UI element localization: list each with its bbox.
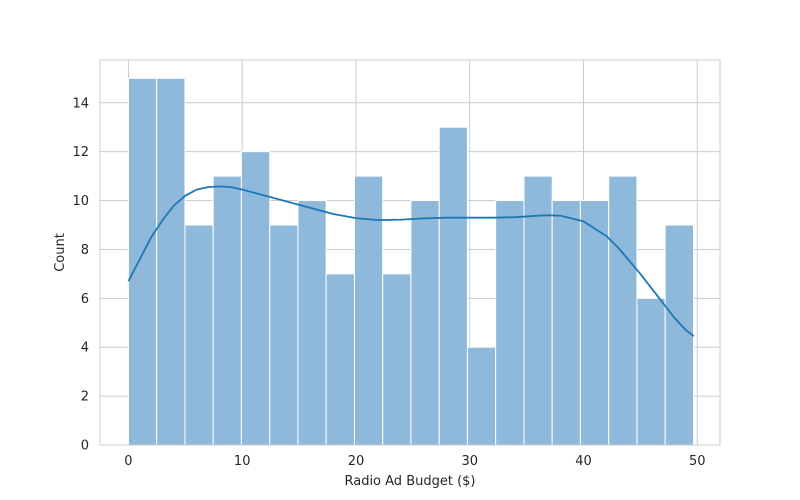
- histogram-bars: [127, 77, 694, 446]
- kde-curve: [127, 185, 695, 337]
- histogram-bar: [184, 224, 214, 446]
- y-tick-label: 0: [81, 439, 89, 454]
- histogram-bar: [636, 297, 666, 446]
- y-tick-label: 2: [81, 390, 89, 405]
- x-axis-label: Radio Ad Budget ($): [344, 474, 475, 489]
- y-tick-label: 8: [81, 243, 89, 258]
- histogram-bar: [608, 175, 638, 446]
- x-tick-labels: 0 10 20 30 40 50: [124, 454, 705, 469]
- histogram-bar: [523, 175, 553, 446]
- histogram-bar: [353, 175, 384, 446]
- y-tick-label: 10: [72, 194, 89, 209]
- y-tick-label: 14: [72, 96, 89, 111]
- x-tick-label: 50: [689, 454, 706, 469]
- y-tick-label: 4: [81, 341, 89, 356]
- x-tick-label: 10: [234, 454, 251, 469]
- x-tick-label: 20: [348, 454, 365, 469]
- histogram-bar: [664, 224, 694, 446]
- y-tick-label: 12: [72, 145, 89, 160]
- histogram-bar: [297, 200, 327, 446]
- x-tick-label: 30: [461, 454, 478, 469]
- x-tick-label: 0: [124, 454, 132, 469]
- histogram-bar: [127, 77, 158, 446]
- histogram-bar: [269, 224, 299, 446]
- histogram-bar: [579, 200, 610, 446]
- histogram-bar: [325, 273, 355, 446]
- histogram-bar: [212, 175, 242, 446]
- y-tick-label: 6: [81, 292, 89, 307]
- histogram-bar: [551, 200, 581, 446]
- y-tick-labels: 0 2 4 6 8 10 12 14: [72, 96, 89, 453]
- histogram-bar: [410, 200, 440, 446]
- histogram-bar: [438, 126, 468, 446]
- histogram-bar: [466, 346, 497, 446]
- histogram-bar: [156, 77, 186, 446]
- plot-frame: [99, 59, 721, 446]
- histogram-bar: [495, 200, 525, 446]
- y-axis-label: Count: [53, 233, 68, 272]
- histogram-bar: [382, 273, 412, 446]
- x-tick-label: 40: [575, 454, 592, 469]
